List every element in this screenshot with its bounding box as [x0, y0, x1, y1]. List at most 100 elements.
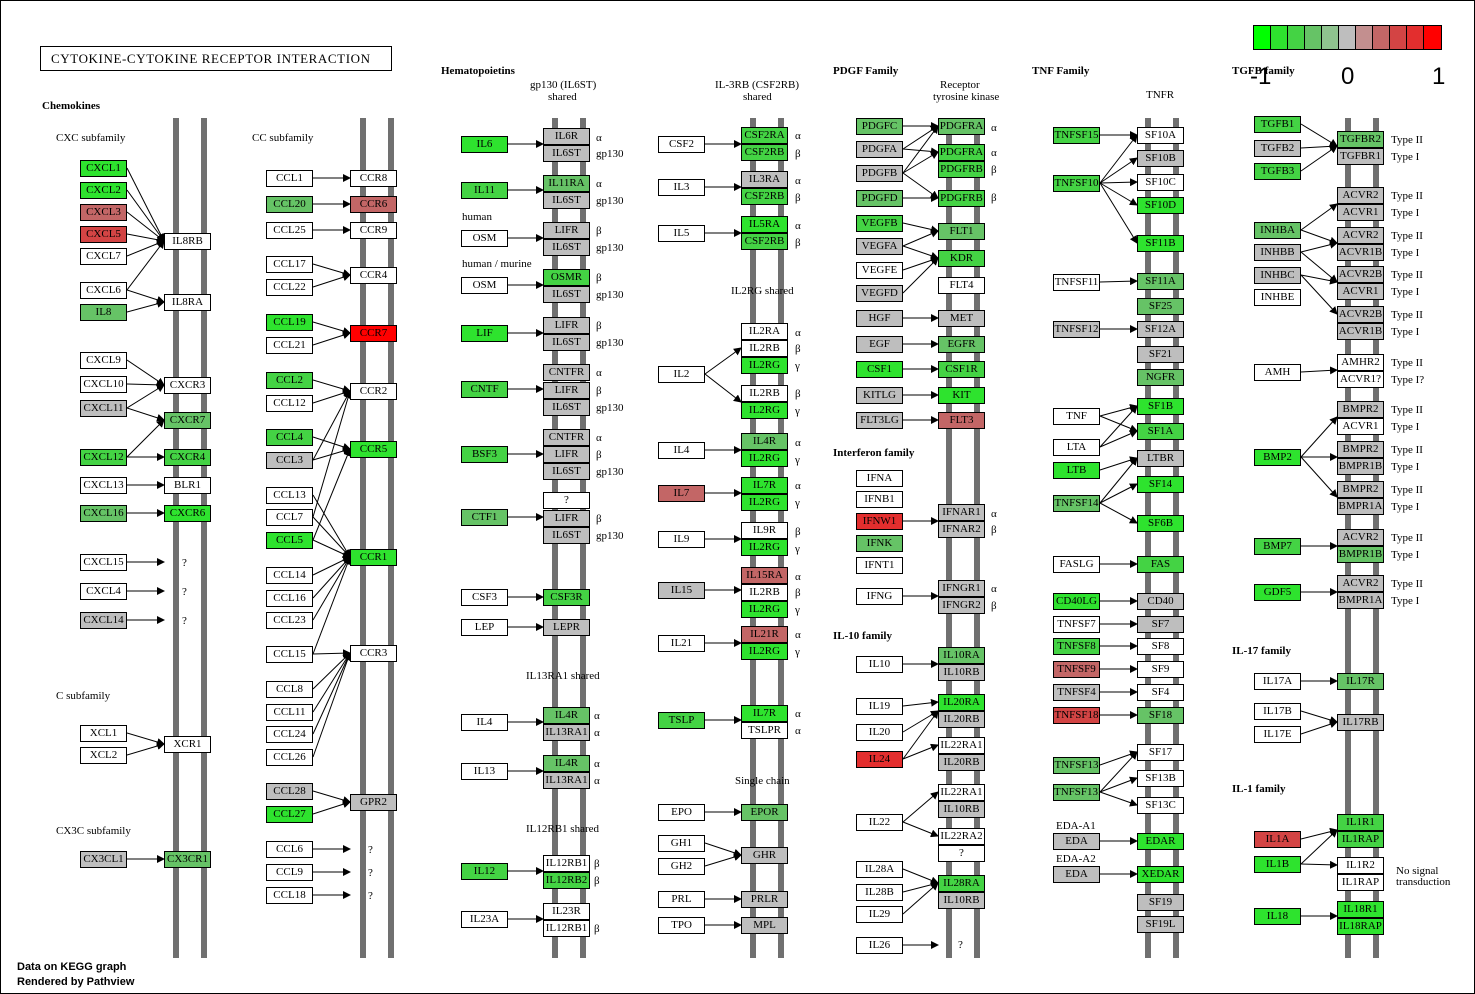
gene-node[interactable]: IL6ST — [543, 399, 590, 416]
gene-node[interactable]: OSM — [461, 277, 508, 294]
gene-node[interactable]: EPO — [658, 804, 705, 821]
gene-node[interactable]: XCL1 — [80, 725, 127, 742]
gene-node[interactable]: IL5 — [658, 225, 705, 242]
gene-node[interactable]: IL4R — [543, 755, 590, 772]
gene-node[interactable]: VEGFD — [856, 285, 903, 302]
gene-node[interactable]: CCR1 — [350, 549, 397, 566]
gene-node[interactable]: KIT — [938, 387, 985, 404]
gene-node[interactable]: CSF1 — [856, 361, 903, 378]
gene-node[interactable]: EDA — [1053, 833, 1100, 850]
gene-node[interactable]: SF11A — [1137, 273, 1184, 290]
gene-node[interactable]: VEGFE — [856, 262, 903, 279]
gene-node[interactable]: TGFBR2 — [1337, 131, 1384, 148]
gene-node[interactable]: SF18 — [1137, 707, 1184, 724]
gene-node[interactable]: IL21 — [658, 635, 705, 652]
gene-node[interactable]: CCL9 — [266, 864, 313, 881]
gene-node[interactable]: CCL15 — [266, 646, 313, 663]
gene-node[interactable]: EGFR — [938, 336, 985, 353]
gene-node[interactable]: INHBB — [1254, 244, 1301, 261]
gene-node[interactable]: IL6ST — [543, 463, 590, 480]
gene-node[interactable]: PDGFRB — [938, 161, 985, 178]
gene-node[interactable]: LIFR — [543, 317, 590, 334]
gene-node[interactable]: CXCL3 — [80, 204, 127, 221]
gene-node[interactable]: SF13C — [1137, 797, 1184, 814]
gene-node[interactable]: BMPR2 — [1337, 481, 1384, 498]
gene-node[interactable]: TNFSF9 — [1053, 661, 1100, 678]
gene-node[interactable]: ACVR1 — [1337, 204, 1384, 221]
gene-node[interactable]: IL17A — [1254, 673, 1301, 690]
gene-node[interactable]: IL2RG — [741, 450, 788, 467]
gene-node[interactable]: IL23A — [461, 911, 508, 928]
gene-node[interactable]: FLT4 — [938, 277, 985, 294]
gene-node[interactable]: IL7 — [658, 485, 705, 502]
gene-node[interactable]: CSF3 — [461, 589, 508, 606]
gene-node[interactable]: SF10C — [1137, 174, 1184, 191]
gene-node[interactable]: IL2 — [658, 366, 705, 383]
gene-node[interactable]: CCR8 — [350, 170, 397, 187]
gene-node[interactable]: BMPR2 — [1337, 401, 1384, 418]
gene-node[interactable]: CXCL16 — [80, 505, 127, 522]
gene-node[interactable]: CCR7 — [350, 325, 397, 342]
gene-node[interactable]: IL8RB — [164, 233, 211, 250]
gene-node[interactable]: IL1B — [1254, 856, 1301, 873]
gene-node[interactable]: CCL1 — [266, 170, 313, 187]
gene-node[interactable]: CCL19 — [266, 314, 313, 331]
gene-node[interactable]: IL2RG — [741, 357, 788, 374]
gene-node[interactable]: BMPR1B — [1337, 458, 1384, 475]
gene-node[interactable]: IL1R1 — [1337, 814, 1384, 831]
gene-node[interactable]: IL6ST — [543, 145, 590, 162]
gene-node[interactable]: SF1B — [1137, 398, 1184, 415]
gene-node[interactable]: ACVR2 — [1337, 187, 1384, 204]
gene-node[interactable]: IL1RAP — [1337, 831, 1384, 848]
gene-node[interactable]: CD40 — [1137, 593, 1184, 610]
gene-node[interactable]: TGFB1 — [1254, 116, 1301, 133]
gene-node[interactable]: LIFR — [543, 446, 590, 463]
gene-node[interactable]: CCL5 — [266, 532, 313, 549]
gene-node[interactable]: ACVR1B — [1337, 244, 1384, 261]
gene-node[interactable]: SF4 — [1137, 684, 1184, 701]
gene-node[interactable]: CCL23 — [266, 612, 313, 629]
gene-node[interactable]: FAS — [1137, 556, 1184, 573]
gene-node[interactable]: IL1R2 — [1337, 857, 1384, 874]
gene-node[interactable]: SF12A — [1137, 321, 1184, 338]
gene-node[interactable]: ACVR1 — [1337, 283, 1384, 300]
gene-node[interactable]: CXCL9 — [80, 352, 127, 369]
gene-node[interactable]: CSF2RB — [741, 233, 788, 250]
gene-node[interactable]: INHBC — [1254, 267, 1301, 284]
gene-node[interactable]: IL18RAP — [1337, 918, 1384, 935]
gene-node[interactable]: CX3CR1 — [164, 851, 211, 868]
gene-node[interactable]: IL4R — [543, 707, 590, 724]
gene-node[interactable]: EGF — [856, 336, 903, 353]
gene-node[interactable]: CCL27 — [266, 806, 313, 823]
gene-node[interactable]: CCL22 — [266, 279, 313, 296]
gene-node[interactable]: IFNAR2 — [938, 521, 985, 538]
gene-node[interactable]: PDGFA — [856, 141, 903, 158]
gene-node[interactable]: ? — [543, 492, 590, 509]
gene-node[interactable]: FLT3LG — [856, 412, 903, 429]
gene-node[interactable]: TNFSF8 — [1053, 638, 1100, 655]
gene-node[interactable]: IFNGR1 — [938, 580, 985, 597]
gene-node[interactable]: AMH — [1254, 364, 1301, 381]
gene-node[interactable]: IL5RA — [741, 216, 788, 233]
gene-node[interactable]: GDF5 — [1254, 584, 1301, 601]
gene-node[interactable]: IL2RG — [741, 643, 788, 660]
gene-node[interactable]: SF13B — [1137, 770, 1184, 787]
gene-node[interactable]: PDGFD — [856, 190, 903, 207]
gene-node[interactable]: CX3CL1 — [80, 851, 127, 868]
gene-node[interactable]: IFNT1 — [856, 557, 903, 574]
gene-node[interactable]: TNFSF11 — [1053, 274, 1100, 291]
gene-node[interactable]: ACVR2B — [1337, 266, 1384, 283]
gene-node[interactable]: PDGFB — [856, 165, 903, 182]
gene-node[interactable]: IL18R1 — [1337, 901, 1384, 918]
gene-node[interactable]: LIFR — [543, 382, 590, 399]
gene-node[interactable]: BMPR1A — [1337, 592, 1384, 609]
gene-node[interactable]: TNFSF4 — [1053, 684, 1100, 701]
gene-node[interactable]: IL13 — [461, 763, 508, 780]
gene-node[interactable]: CXCL11 — [80, 400, 127, 417]
gene-node[interactable]: CXCL12 — [80, 449, 127, 466]
gene-node[interactable]: CSF3R — [543, 589, 590, 606]
gene-node[interactable]: IFNGR2 — [938, 597, 985, 614]
gene-node[interactable]: CCR4 — [350, 267, 397, 284]
gene-node[interactable]: AMHR2 — [1337, 354, 1384, 371]
gene-node[interactable]: TNFSF14 — [1053, 495, 1100, 512]
